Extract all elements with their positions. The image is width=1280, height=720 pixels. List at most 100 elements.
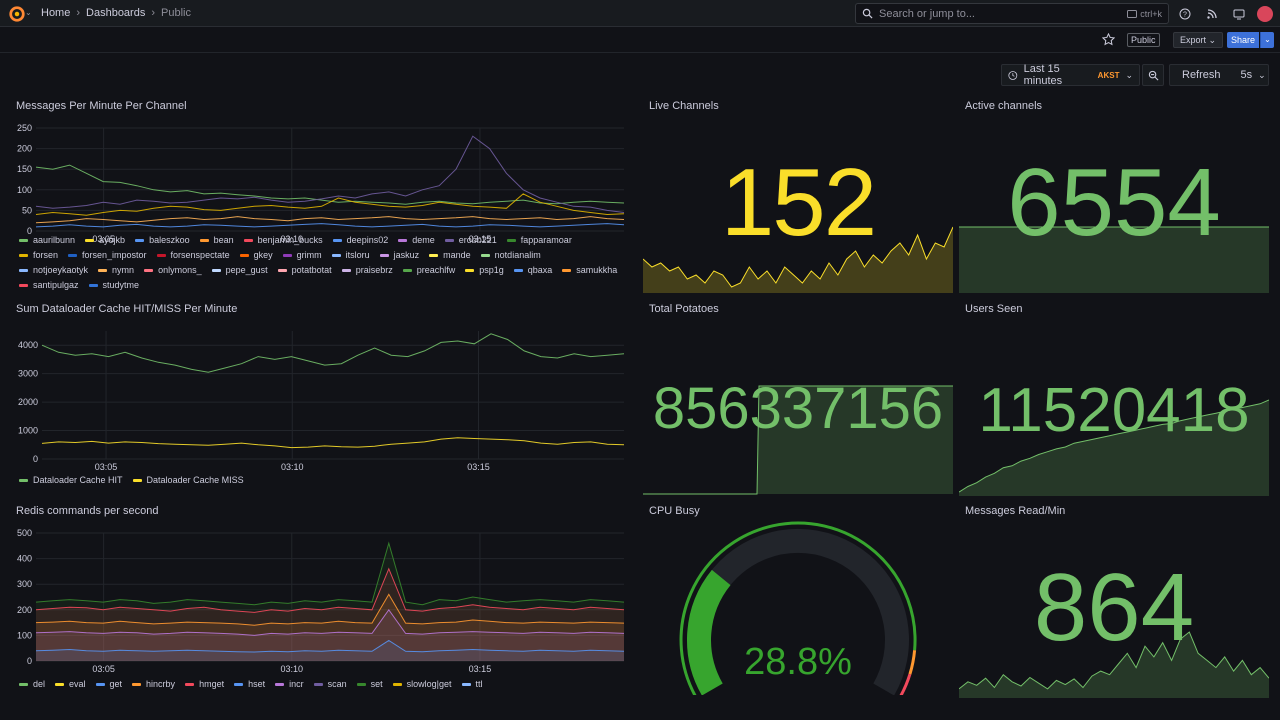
legend-item-erobb221[interactable]: erobb221 bbox=[444, 235, 497, 245]
redis-chart[interactable]: 0 100 200 300 400 500 03:05 03:10 03:15 bbox=[16, 527, 628, 677]
legend-item-potatbotat[interactable]: potatbotat bbox=[277, 265, 332, 275]
legend-item-hset[interactable]: hset bbox=[234, 679, 265, 689]
panel-title: Live Channels bbox=[649, 100, 719, 112]
legend-item-fapparamoar[interactable]: fapparamoar bbox=[506, 235, 572, 245]
legend-item-forsenspectate[interactable]: forsenspectate bbox=[156, 250, 230, 260]
panel-dataloader-cache[interactable]: Sum Dataloader Cache HIT/MISS Per Minute… bbox=[16, 303, 628, 493]
gauge-threshold-green bbox=[679, 521, 917, 695]
legend-item-gkey[interactable]: gkey bbox=[239, 250, 273, 260]
legend-item-pepe_gust[interactable]: pepe_gust bbox=[211, 265, 268, 275]
rss-news-icon[interactable] bbox=[1203, 5, 1220, 22]
legend-item-notjoeykaotyk[interactable]: notjoeykaotyk bbox=[19, 265, 88, 275]
legend-item-ttl[interactable]: ttl bbox=[461, 679, 483, 689]
legend-item-Dataloader Cache MISS[interactable]: Dataloader Cache MISS bbox=[132, 475, 244, 485]
legend-item-bean[interactable]: bean bbox=[199, 235, 234, 245]
legend-item-hincrby[interactable]: hincrby bbox=[132, 679, 175, 689]
legend-label: Dataloader Cache MISS bbox=[146, 475, 244, 485]
legend-item-set[interactable]: set bbox=[356, 679, 383, 689]
legend-label: potatbotat bbox=[291, 265, 332, 275]
legend-swatch bbox=[480, 253, 490, 257]
legend-item-get[interactable]: get bbox=[95, 679, 122, 689]
search-input[interactable] bbox=[879, 7, 1128, 20]
legend-item-deepins02[interactable]: deepins02 bbox=[332, 235, 389, 245]
panel-users-seen[interactable]: Users Seen 11520418 bbox=[959, 303, 1269, 496]
legend-item-forsen[interactable]: forsen bbox=[19, 250, 58, 260]
legend-item-deme[interactable]: deme bbox=[398, 235, 435, 245]
legend-item-aaurilbunn[interactable]: aaurilbunn bbox=[19, 235, 75, 245]
panel-messages-read-min[interactable]: Messages Read/Min 864 bbox=[959, 505, 1269, 698]
panel-messages-per-minute[interactable]: Messages Per Minute Per Channel 0 50 100 15… bbox=[16, 100, 628, 290]
panel-redis-commands[interactable]: Redis commands per second 0 100 200 300 400 5… bbox=[16, 505, 628, 695]
export-button[interactable]: Export ⌄ bbox=[1173, 32, 1224, 48]
legend-item-forsen_impostor[interactable]: forsen_impostor bbox=[68, 250, 147, 260]
legend-item-itsloru[interactable]: itsloru bbox=[331, 250, 370, 260]
series-line-get bbox=[35, 639, 625, 653]
legend-item-onlymons_[interactable]: onlymons_ bbox=[144, 265, 202, 275]
search-bar[interactable]: ctrl+k bbox=[855, 3, 1169, 24]
legend-item-del[interactable]: del bbox=[19, 679, 45, 689]
time-range-picker[interactable]: Last 15 minutes AKST ⌄ bbox=[1001, 63, 1140, 87]
breadcrumb-dashboards[interactable]: Dashboards bbox=[86, 7, 146, 19]
user-avatar[interactable] bbox=[1257, 5, 1273, 22]
active-channels-value: 6554 bbox=[1007, 149, 1221, 256]
legend-item-mande[interactable]: mande bbox=[429, 250, 471, 260]
legend-item-slowlog|get[interactable]: slowlog|get bbox=[392, 679, 452, 689]
legend-item-notdianalim[interactable]: notdianalim bbox=[480, 250, 541, 260]
refresh-interval-select[interactable]: 5s bbox=[1240, 69, 1253, 81]
legend-swatch bbox=[282, 253, 292, 257]
legend-item-benjamin_bucks[interactable]: benjamin_bucks bbox=[243, 235, 323, 245]
users-seen-sparkline bbox=[959, 399, 1269, 496]
share-dropdown-chevron-icon[interactable]: ⌄ bbox=[1260, 32, 1274, 48]
legend-item-samukkha[interactable]: samukkha bbox=[562, 265, 617, 275]
kiosk-monitor-icon[interactable] bbox=[1230, 5, 1247, 22]
y-tick-label: 50 bbox=[22, 205, 32, 215]
dataloader-chart[interactable]: 0 1000 2000 3000 4000 03:05 03:10 03:15 bbox=[16, 325, 628, 475]
panel-active-channels[interactable]: Active channels 6554 bbox=[959, 100, 1269, 293]
x-tick-label: 03:10 bbox=[281, 462, 304, 472]
chevron-down-icon: ⌄ bbox=[1208, 35, 1217, 45]
panel-cpu-busy[interactable]: CPU Busy 28.8% bbox=[643, 505, 953, 698]
legend-label: deepins02 bbox=[346, 235, 389, 245]
legend-item-ayojkb[interactable]: ayojkb bbox=[85, 235, 125, 245]
legend-item-baleszkoo[interactable]: baleszkoo bbox=[135, 235, 190, 245]
legend-label: itsloru bbox=[345, 250, 370, 260]
star-favorite-icon[interactable] bbox=[1102, 33, 1115, 46]
legend-item-preachlfw[interactable]: preachlfw bbox=[402, 265, 455, 275]
messages-read-sparkline bbox=[959, 631, 1269, 698]
legend-item-psp1g[interactable]: psp1g bbox=[465, 265, 504, 275]
menu-chevron-icon[interactable]: ⌄ bbox=[25, 8, 32, 17]
legend-item-hmget[interactable]: hmget bbox=[185, 679, 224, 689]
panel-live-channels[interactable]: Live Channels 152 bbox=[643, 100, 953, 293]
legend-item-Dataloader Cache HIT[interactable]: Dataloader Cache HIT bbox=[19, 475, 123, 485]
gauge-value-arc bbox=[687, 569, 731, 695]
users-seen-value: 11520418 bbox=[978, 376, 1250, 445]
legend-item-jaskuz[interactable]: jaskuz bbox=[379, 250, 419, 260]
refresh-button[interactable]: Refresh 5s ⌄ bbox=[1169, 64, 1269, 86]
legend-item-incr[interactable]: incr bbox=[275, 679, 304, 689]
legend-item-santipulgaz[interactable]: santipulgaz bbox=[19, 280, 79, 290]
panel-total-potatoes[interactable]: Total Potatoes 856337156 bbox=[643, 303, 953, 496]
legend-item-praisebrz[interactable]: praisebrz bbox=[341, 265, 393, 275]
grafana-logo-icon[interactable] bbox=[8, 5, 26, 23]
legend-swatch bbox=[562, 268, 572, 272]
legend-item-studytme[interactable]: studytme bbox=[88, 280, 139, 290]
panel-title: Messages Read/Min bbox=[965, 505, 1066, 517]
legend-label: hmget bbox=[199, 679, 225, 689]
legend-label: fapparamoar bbox=[520, 235, 572, 245]
legend-swatch bbox=[392, 682, 402, 686]
legend-item-qbaxa[interactable]: qbaxa bbox=[513, 265, 552, 275]
legend-item-nymn[interactable]: nymn bbox=[98, 265, 134, 275]
breadcrumb-home[interactable]: Home bbox=[41, 7, 71, 19]
legend-label: incr bbox=[289, 679, 304, 689]
legend-item-eval[interactable]: eval bbox=[55, 679, 86, 689]
help-icon[interactable]: ? bbox=[1176, 5, 1193, 22]
legend-label: baleszkoo bbox=[149, 235, 190, 245]
series-line-nymn bbox=[35, 216, 625, 224]
share-button[interactable]: Share bbox=[1227, 32, 1259, 48]
x-tick-label: 03:15 bbox=[469, 664, 492, 674]
legend-item-scan[interactable]: scan bbox=[313, 679, 347, 689]
legend-item-grimm[interactable]: grimm bbox=[282, 250, 322, 260]
legend-label: ayojkb bbox=[99, 235, 126, 245]
zoom-out-button[interactable] bbox=[1142, 64, 1164, 86]
messages-chart[interactable]: 0 50 100 150 200 250 03:05 03:10 03:15 bbox=[16, 122, 628, 247]
